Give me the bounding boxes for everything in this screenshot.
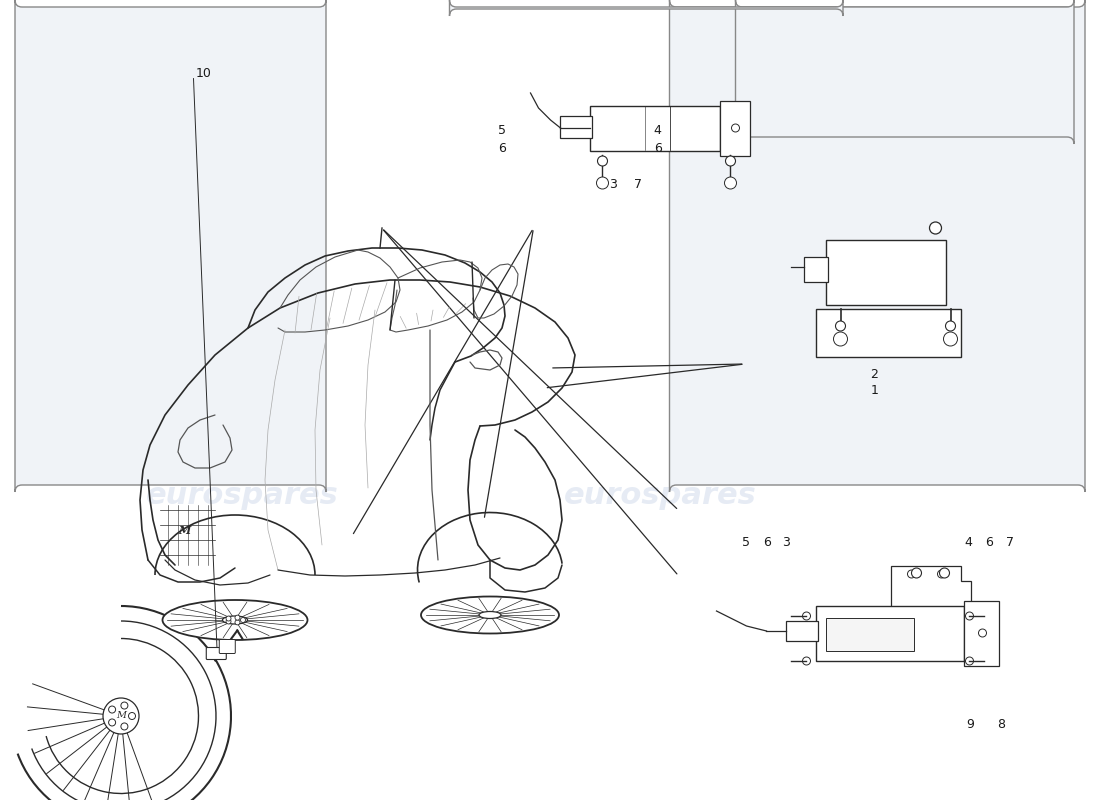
Text: 8: 8 (997, 718, 1005, 730)
Polygon shape (965, 601, 1000, 666)
Circle shape (235, 620, 240, 625)
Bar (786, 621, 818, 641)
Circle shape (944, 332, 957, 346)
Circle shape (966, 612, 974, 620)
Text: 9: 9 (966, 718, 975, 730)
Circle shape (803, 657, 811, 665)
Text: 3: 3 (782, 536, 791, 549)
Circle shape (939, 568, 949, 578)
Circle shape (226, 616, 231, 621)
Bar (561, 116, 593, 138)
Text: 4: 4 (964, 536, 972, 549)
Bar (803, 257, 827, 282)
Circle shape (241, 618, 245, 622)
Circle shape (930, 222, 942, 234)
Ellipse shape (222, 616, 248, 624)
Text: 6: 6 (653, 142, 662, 154)
Circle shape (946, 321, 956, 331)
Text: 7: 7 (1005, 536, 1014, 549)
Circle shape (121, 702, 128, 709)
FancyBboxPatch shape (736, 0, 1074, 144)
Circle shape (908, 570, 915, 578)
FancyBboxPatch shape (670, 0, 1085, 492)
Text: 10: 10 (196, 67, 211, 80)
Text: M: M (179, 525, 191, 535)
Bar (720, 101, 750, 156)
Circle shape (226, 619, 231, 624)
Ellipse shape (163, 600, 308, 640)
Bar (815, 309, 960, 357)
Ellipse shape (421, 597, 559, 634)
Circle shape (121, 723, 128, 730)
Text: 5: 5 (497, 124, 506, 137)
Text: eurospares: eurospares (563, 482, 757, 510)
Circle shape (109, 706, 116, 713)
Circle shape (937, 570, 946, 578)
Circle shape (803, 612, 811, 620)
Circle shape (725, 177, 737, 189)
Text: 5: 5 (741, 536, 750, 549)
Circle shape (912, 568, 922, 578)
Ellipse shape (478, 611, 500, 618)
Circle shape (596, 177, 608, 189)
Text: 1: 1 (870, 384, 879, 397)
Bar (826, 618, 914, 651)
FancyBboxPatch shape (207, 647, 227, 659)
Text: 4: 4 (653, 124, 662, 137)
Circle shape (109, 719, 116, 726)
FancyBboxPatch shape (450, 0, 843, 16)
Text: 6: 6 (984, 536, 993, 549)
FancyBboxPatch shape (219, 639, 235, 654)
Circle shape (129, 713, 135, 719)
Circle shape (966, 657, 974, 665)
Text: 2: 2 (870, 368, 879, 381)
Polygon shape (891, 566, 971, 626)
Circle shape (726, 156, 736, 166)
Circle shape (103, 698, 139, 734)
Circle shape (732, 124, 739, 132)
Text: eurospares: eurospares (145, 482, 339, 510)
Text: 6: 6 (497, 142, 506, 154)
Circle shape (235, 615, 240, 620)
Circle shape (836, 321, 846, 331)
Bar (825, 240, 946, 305)
Bar (591, 106, 720, 151)
Text: 6: 6 (762, 536, 771, 549)
Circle shape (834, 332, 847, 346)
FancyBboxPatch shape (15, 0, 326, 492)
Text: M: M (116, 711, 127, 721)
Circle shape (979, 629, 987, 637)
Text: 7: 7 (634, 178, 642, 190)
Bar (816, 606, 965, 661)
Text: 3: 3 (608, 178, 617, 190)
Circle shape (597, 156, 607, 166)
